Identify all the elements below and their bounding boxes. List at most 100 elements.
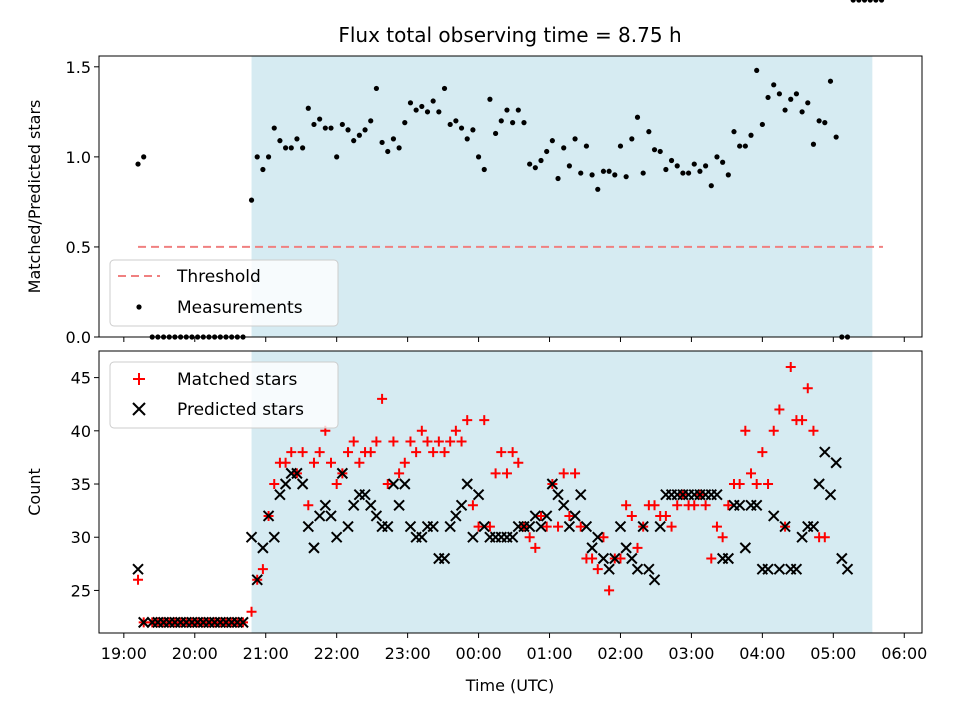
matched-star-marker	[774, 404, 785, 415]
predicted-star-marker	[796, 531, 808, 543]
matched-star-marker	[354, 457, 365, 468]
measurement-point	[725, 172, 731, 178]
matched-star-marker	[445, 436, 456, 447]
predicted-star-marker	[819, 446, 831, 458]
predicted-star-marker	[535, 520, 547, 533]
predicted-star-marker	[648, 574, 661, 586]
matched-star-marker	[422, 436, 433, 447]
matched-star-marker	[490, 468, 501, 479]
measurement-point	[254, 154, 260, 160]
predicted-star-marker	[773, 563, 786, 575]
measurement-point	[805, 100, 811, 106]
measurement-point	[674, 163, 680, 169]
predicted-star-marker	[540, 510, 553, 522]
matched-star-marker	[450, 425, 461, 436]
measurement-point	[731, 129, 737, 135]
measurement-point	[487, 96, 493, 102]
measurement-point	[697, 168, 703, 174]
matched-star-marker	[394, 468, 405, 479]
measurement-point	[742, 143, 748, 149]
measurement-point	[436, 109, 442, 115]
measurement-point	[634, 114, 641, 120]
x-tick-label-2: 21:00	[243, 644, 289, 663]
top-axes-frame	[98, 55, 923, 338]
measurement-point	[663, 166, 669, 173]
matched-star-marker	[433, 436, 444, 447]
predicted-star-marker	[382, 520, 394, 533]
matched-star-marker	[746, 468, 757, 479]
predicted-star-marker	[586, 542, 598, 554]
matched-star-marker	[558, 468, 569, 479]
predicted-star-marker	[325, 510, 337, 522]
predicted-star-marker	[711, 488, 723, 501]
predicted-star-marker	[580, 520, 593, 533]
matched-star-marker	[570, 468, 581, 479]
predicted-star-marker	[336, 467, 349, 480]
measurement-point	[458, 125, 465, 131]
predicted-star-marker	[563, 520, 576, 533]
measurement-point	[793, 91, 800, 97]
measurement-point	[873, 0, 879, 3]
measurement-point	[691, 161, 697, 167]
measurement-point	[424, 109, 431, 115]
matched-star-marker	[513, 457, 524, 468]
measurement-point	[544, 148, 550, 155]
measurement-point	[623, 174, 629, 180]
predicted-star-marker	[296, 478, 309, 490]
matched-star-marker	[428, 447, 439, 458]
measurement-point	[277, 138, 283, 144]
predicted-star-marker	[575, 488, 587, 501]
matched-star-marker	[564, 510, 575, 521]
bottom-legend: Matched stars Predicted stars	[109, 361, 339, 429]
measurement-point	[583, 143, 590, 149]
matched-star-marker	[819, 532, 830, 543]
matched-star-marker	[660, 510, 671, 521]
top-legend-box	[109, 259, 339, 327]
predicted-star-marker	[444, 520, 456, 533]
measurement-point	[271, 125, 277, 131]
predicted-star-marker	[597, 552, 610, 565]
predicted-star-marker	[404, 520, 417, 533]
x-tick-label-0: 19:00	[101, 644, 147, 663]
predicted-star-marker	[558, 499, 570, 512]
matched-star-marker	[133, 574, 144, 585]
matched-star-marker	[802, 383, 813, 394]
bottom-axes-frame	[98, 350, 923, 634]
predicted-star-marker	[308, 542, 320, 554]
measurement-point	[714, 154, 720, 160]
x-tick-label-8: 03:00	[668, 644, 714, 663]
measurement-point	[578, 170, 584, 176]
predicted-star-marker	[824, 488, 837, 501]
predicted-star-marker	[506, 531, 519, 543]
matched-star-marker	[598, 532, 609, 543]
observing-window-span-top	[251, 56, 873, 337]
matched-star-marker	[734, 479, 745, 490]
matched-star-marker	[711, 521, 722, 532]
measurement-point	[788, 96, 794, 102]
predicted-star-marker	[262, 510, 275, 522]
measurement-point	[748, 132, 754, 138]
measurement-point	[356, 132, 362, 138]
matched-star-marker	[751, 479, 762, 490]
measurement-point	[816, 118, 822, 124]
measurement-point	[657, 148, 663, 155]
predicted-star-marker	[257, 542, 269, 554]
measurement-point	[737, 143, 743, 149]
predicted-star-marker	[268, 531, 280, 543]
matched-star-marker	[314, 447, 325, 458]
bottom-legend-box	[109, 361, 339, 429]
predicted-star-marker	[399, 478, 411, 490]
matched-star-marker	[405, 436, 416, 447]
predicted-star-marker	[750, 499, 763, 512]
matched-star-marker	[689, 500, 700, 511]
bot-ytick-label-2: 35	[71, 475, 91, 494]
measurement-point	[260, 166, 266, 173]
x-tick-label-11: 06:00	[881, 644, 927, 663]
measurement-point	[515, 107, 521, 113]
measurement-point	[419, 103, 425, 110]
measurement-point	[708, 183, 714, 189]
predicted-star-marker	[841, 563, 854, 575]
matched-star-marker	[757, 447, 768, 458]
matched-star-marker	[797, 415, 808, 426]
